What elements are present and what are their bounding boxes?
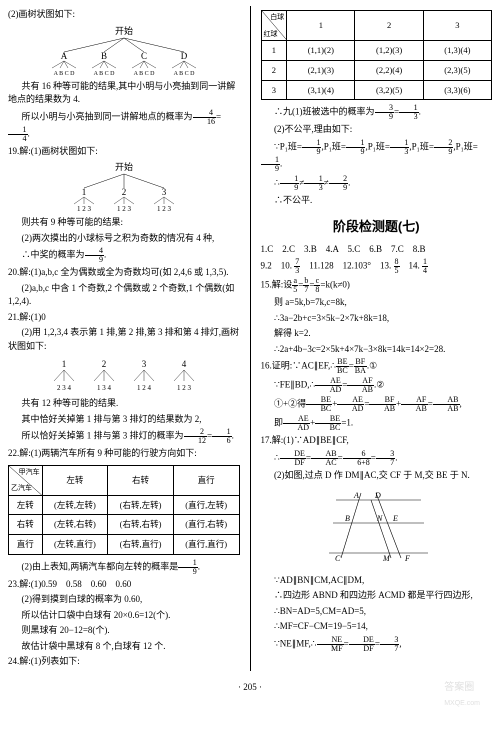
- q15-3: ∴3a−2b+c=3×5k−2×7k+8k=18,: [261, 312, 493, 326]
- svg-text:C: C: [335, 554, 341, 563]
- column-divider: [250, 6, 251, 671]
- ans-line2: 9.2 10. 73 11.128 12.103° 13. 85 14. 14: [261, 258, 493, 275]
- q22-2: (2)由上表知,两辆汽车都向左转的概率是19.: [8, 559, 240, 576]
- watermark-logo: 答案圈MXQE.com: [444, 680, 480, 710]
- svg-text:E: E: [392, 514, 398, 523]
- r-t3: ∵P₁班=19,P₁班=19,P₁班=13,P₁班=29,P₁班=19.: [261, 139, 493, 173]
- svg-text:C: C: [141, 51, 147, 61]
- right-column: 白球红球123 1(1,1)(2)(1,2)(3)(1,3)(4) 2(2,1)…: [261, 6, 493, 671]
- q17-4: ∵AD∥BN∥CM,AC∥DM,: [261, 574, 493, 588]
- r-t2: (2)不公平,理由如下:: [261, 123, 493, 137]
- q21-t2: 其中恰好关掉第 1 排与第 3 排灯的结果数为 2,: [8, 413, 240, 427]
- svg-text:4: 4: [182, 359, 187, 369]
- q21-t3: 所以恰好关掉第 1 排与第 3 排灯的概率为212=16.: [8, 428, 240, 445]
- q18-text2: 所以小明与小亮抽到同一讲解地点的概率为416=14.: [8, 109, 240, 143]
- q17: 17.解:(1)∵AD∥BE∥CF,: [261, 434, 493, 448]
- page-number: · 205 ·: [0, 681, 500, 695]
- q21-2: (2)用 1,2,3,4 表示第 1 排,第 2 排,第 3 排和第 4 排灯,…: [8, 326, 240, 353]
- left-column: (2)画树状图如下: 开始 A B C D A B C D A B C D A …: [8, 6, 240, 671]
- q15: 15.解:设a5=b7=c8=k(k≠0): [261, 277, 493, 294]
- svg-text:B: B: [101, 51, 107, 61]
- svg-text:开始: 开始: [115, 162, 133, 172]
- q15-4: 解得 k=2.: [261, 327, 493, 341]
- svg-text:1 2 3: 1 2 3: [157, 205, 172, 212]
- svg-text:2 3 4: 2 3 4: [57, 384, 72, 392]
- svg-text:1: 1: [62, 359, 67, 369]
- svg-text:N: N: [376, 514, 383, 523]
- svg-text:1 2 4: 1 2 4: [137, 384, 152, 392]
- q17-7: ∴MF=CF−CM=19−5=14,: [261, 620, 493, 634]
- svg-text:1 2 3: 1 2 3: [77, 205, 92, 212]
- tree-3: 1 2 3 4 2 3 4 1 3 4 1 2 4 1 2 3: [8, 357, 240, 393]
- q17-5: ∴四边形 ABND 和四边形 ACMD 都是平行四边形,: [261, 589, 493, 603]
- q24-table: 白球红球123 1(1,1)(2)(1,2)(3)(1,3)(4) 2(2,1)…: [261, 10, 493, 100]
- q19-t3: ∴中奖的概率为49.: [8, 247, 240, 264]
- svg-text:A B C D: A B C D: [173, 71, 195, 76]
- r-t1: ∴九(1)班被选中的概率为39=13.: [261, 104, 493, 121]
- svg-text:F: F: [404, 554, 410, 563]
- q16: 16.证明:∵AC∥EF,∴BEBC=BFBA.①: [261, 358, 493, 375]
- svg-text:A B C D: A B C D: [93, 71, 115, 76]
- q15-5: ∴2a+4b−3c=2×5k+4×7k−3×8k=14k=14×2=28.: [261, 343, 493, 357]
- svg-text:1 3 4: 1 3 4: [97, 384, 112, 392]
- q20-2: (2)a,b,c 中含 1 个奇数,2 个偶数或 2 个奇数,1 个偶数(如 1…: [8, 282, 240, 309]
- svg-text:3: 3: [142, 359, 147, 369]
- r-t5: ∴不公平.: [261, 194, 493, 208]
- ans-line1: 1.C 2.C 3.B 4.A 5.C 6.B 7.C 8.B: [261, 243, 493, 257]
- q18-text1: 共有 16 种等可能的结果,其中小明与小亮抽到同一讲解地点的结果数为 4.: [8, 80, 240, 107]
- q20: 20.解:(1)a,b,c 全为偶数或全为奇数均可(如 2,4,6 或 1,3,…: [8, 266, 240, 280]
- svg-text:A B C D: A B C D: [133, 71, 155, 76]
- q23-4: 则黑球有 20−12=8(个).: [8, 624, 240, 638]
- svg-text:开始: 开始: [115, 26, 133, 36]
- q23-3: 所以估计口袋中白球有 20×0.6=12(个).: [8, 609, 240, 623]
- geometry-diagram: A D B N E C M F: [261, 488, 493, 568]
- q15-2: 则 a=5k,b=7k,c=8k,: [261, 296, 493, 310]
- q21: 21.解:(1)0: [8, 311, 240, 325]
- svg-text:M: M: [382, 554, 391, 563]
- tree-2: 开始 1 2 3 1 2 3 1 2 3 1 2 3: [8, 162, 240, 212]
- q19-t1: 则共有 9 种等可能的结果:: [8, 216, 240, 230]
- svg-text:2: 2: [122, 187, 127, 197]
- svg-text:2: 2: [102, 359, 107, 369]
- q17-2: ∴DEDF=ABAC=66+8=37.: [261, 450, 493, 467]
- svg-text:D: D: [374, 491, 381, 500]
- q23-5: 故估计袋中黑球有 8 个,白球有 12 个.: [8, 640, 240, 654]
- r-t4: ∴19≠13≠29.: [261, 175, 493, 192]
- svg-text:A: A: [353, 491, 359, 500]
- svg-text:1 2 3: 1 2 3: [117, 205, 132, 212]
- svg-text:A: A: [61, 51, 68, 61]
- svg-text:3: 3: [162, 187, 167, 197]
- q24: 24.解:(1)列表如下:: [8, 655, 240, 669]
- q17-3: (2)如图,过点 D 作 DM∥AC,交 CF 于 M,交 BE 于 N.: [261, 469, 493, 483]
- section-title: 阶段检测题(七): [261, 217, 493, 237]
- svg-text:A B C D: A B C D: [53, 71, 75, 76]
- q23: 23.解:(1)0.59 0.58 0.60 0.60: [8, 578, 240, 592]
- q16-3: ①+②得BEBC+AEAD=BFAB+AFAB=ABAB,: [261, 396, 493, 413]
- q17-6: ∴BN=AD=5,CM=AD=5,: [261, 605, 493, 619]
- q21-t1: 共有 12 种等可能的结果.: [8, 397, 240, 411]
- svg-text:1 2 3: 1 2 3: [177, 384, 192, 392]
- svg-text:D: D: [181, 51, 188, 61]
- q16-2: ∵FE∥BD,∴AEAD=AFAB.②: [261, 377, 493, 394]
- q17-8: ∵NE∥MF,∴NEMF=DEDF=37,: [261, 636, 493, 653]
- q22: 22.解:(1)两辆汽车所有 9 种可能的行驶方向如下:: [8, 447, 240, 461]
- q23-2: (2)得到摸到白球的概率为 0.60,: [8, 593, 240, 607]
- q19-t2: (2)两次摸出的小球标号之积为奇数的情况有 4 种,: [8, 232, 240, 246]
- q18-2: (2)画树状图如下:: [8, 8, 240, 22]
- svg-text:B: B: [345, 514, 350, 523]
- q16-4: 即AEAD+BEBC=1.: [261, 415, 493, 432]
- tree-1: 开始 A B C D A B C D A B C D A B C D A B C…: [8, 26, 240, 76]
- q19: 19.解:(1)画树状图如下:: [8, 145, 240, 159]
- svg-text:1: 1: [82, 187, 87, 197]
- q22-table: 甲汽车乙汽车左转右转直行 左转(左转,左转)(右转,左转)(直行,左转) 右转(…: [8, 465, 240, 555]
